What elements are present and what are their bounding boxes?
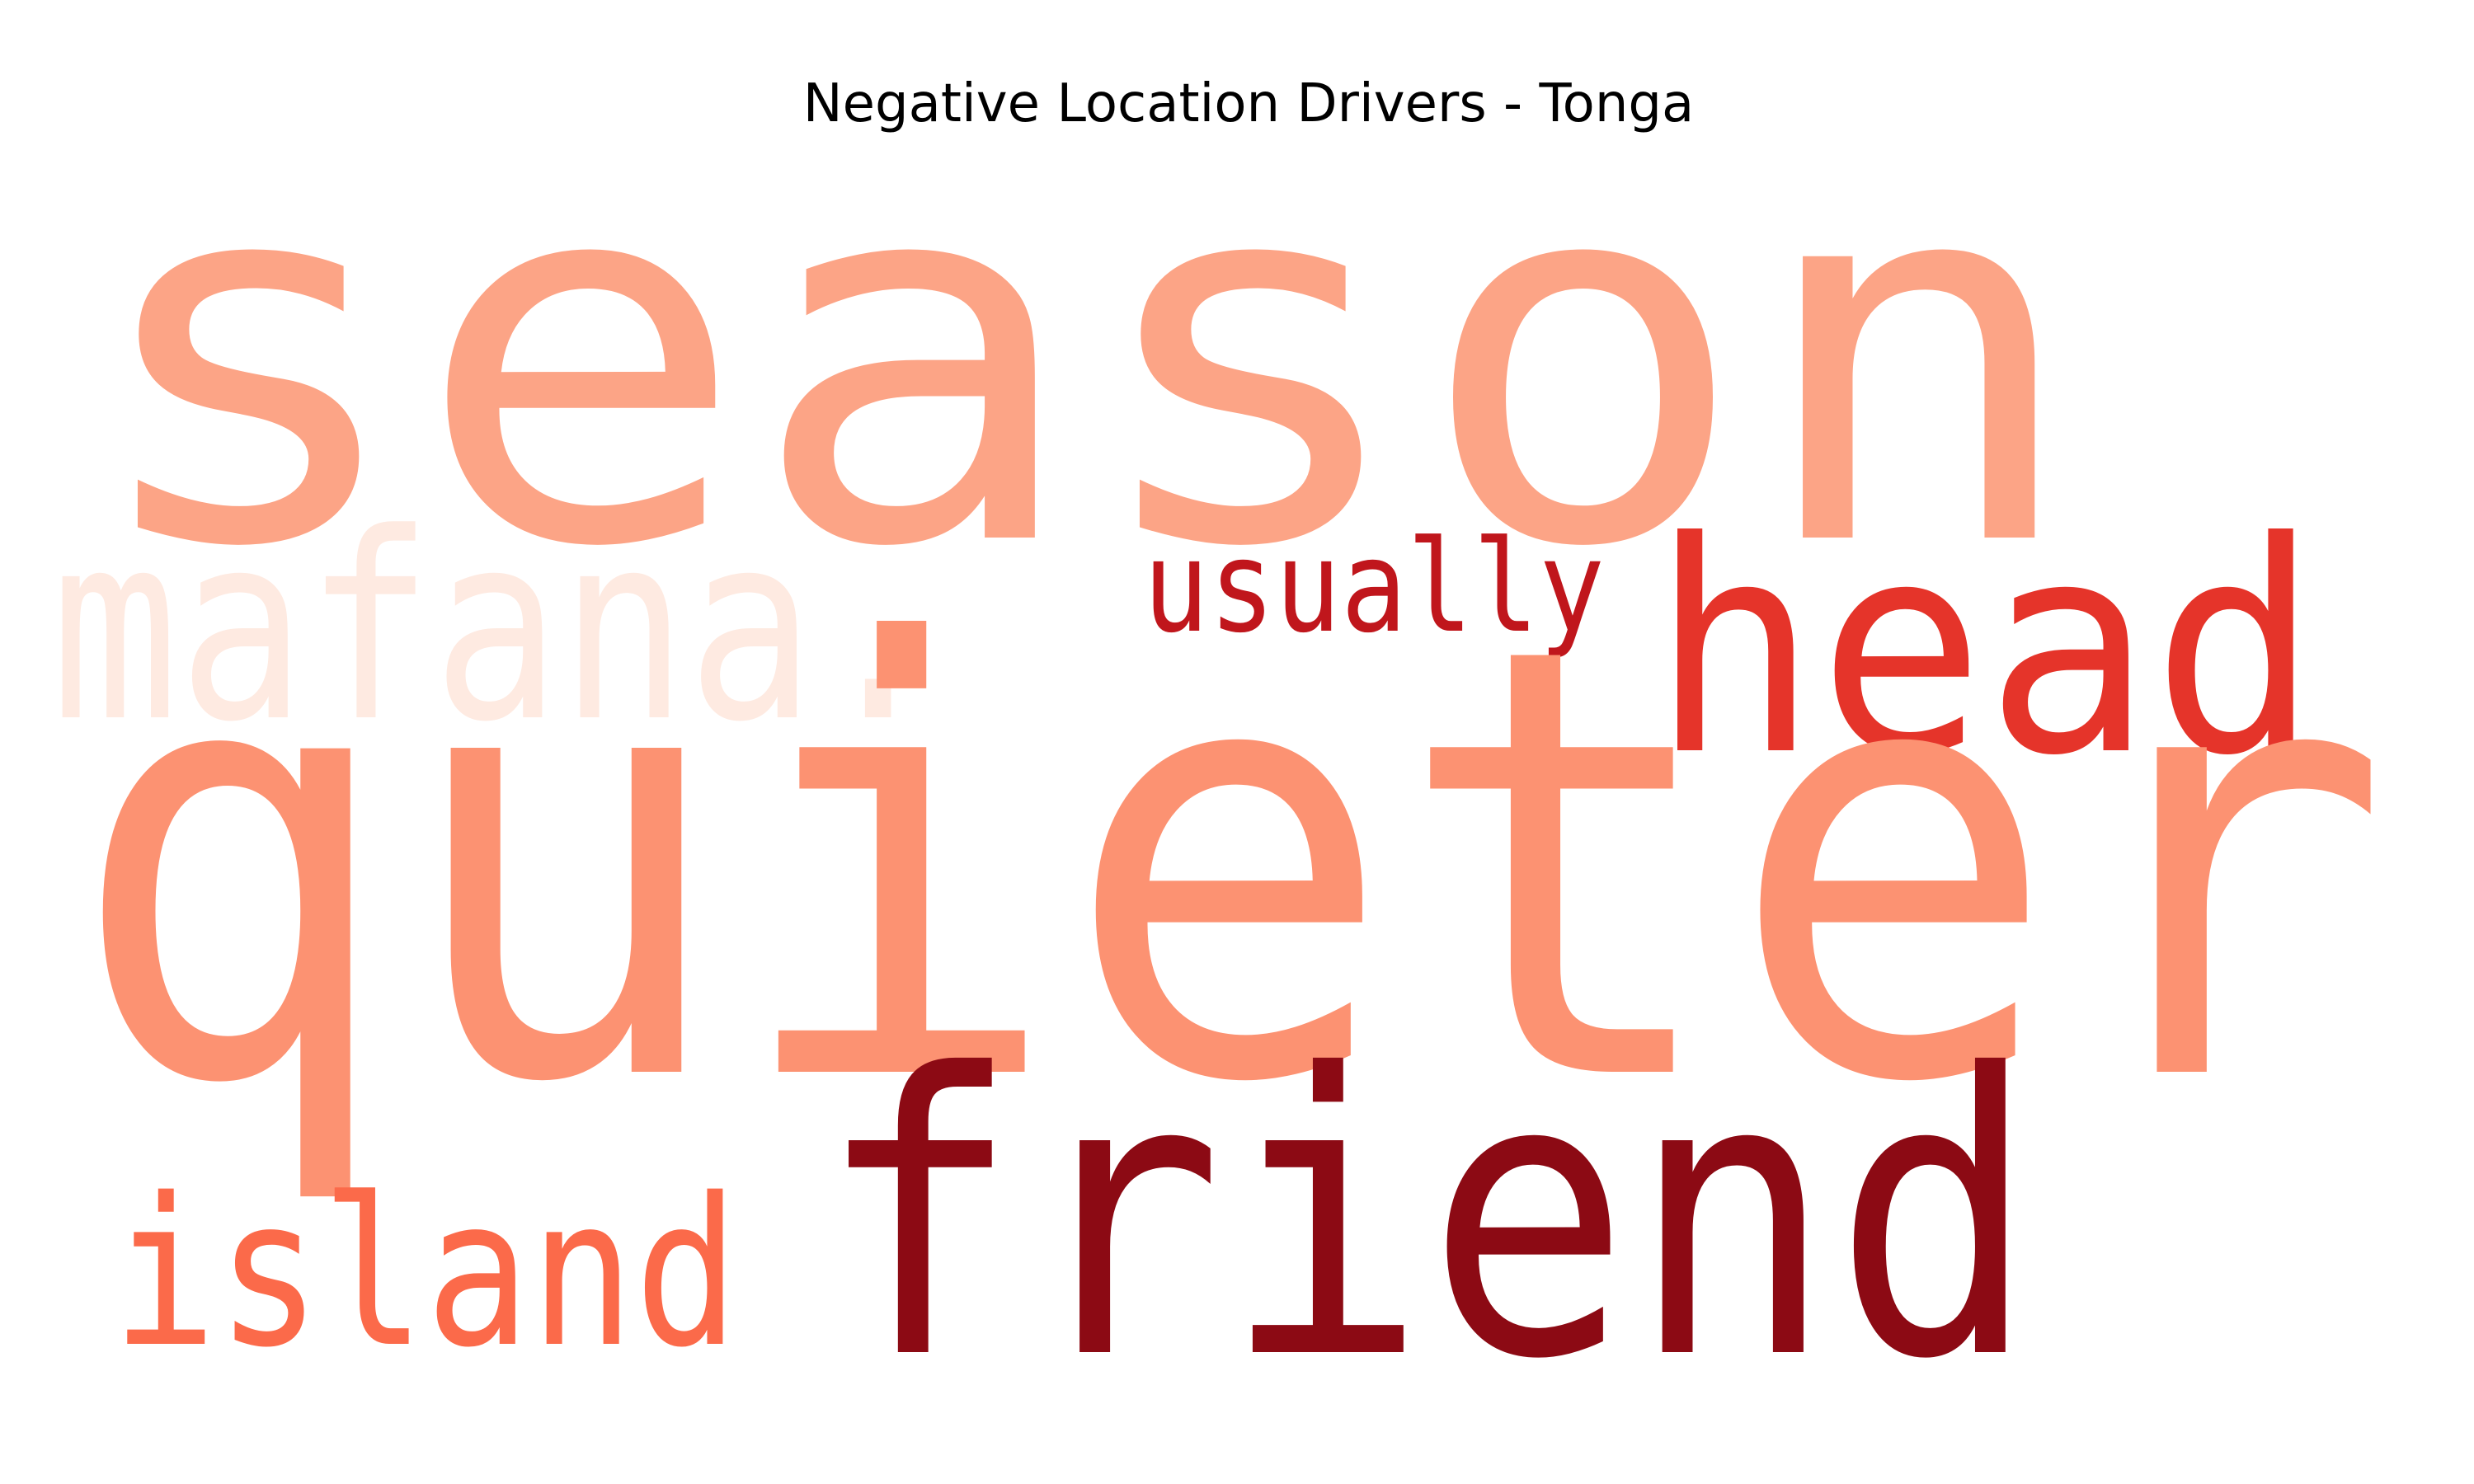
word-quieter: quieter	[66, 521, 2392, 1212]
word-head: head	[1651, 480, 2319, 819]
word-season: season	[80, 61, 2084, 660]
word-friend: friend	[816, 993, 2037, 1444]
word-mafana: mafana.	[51, 477, 942, 778]
chart-title: Negative Location Drivers - Tonga	[802, 73, 1695, 134]
word-usually: usually	[1143, 514, 1605, 661]
word-island: island	[112, 1155, 739, 1392]
